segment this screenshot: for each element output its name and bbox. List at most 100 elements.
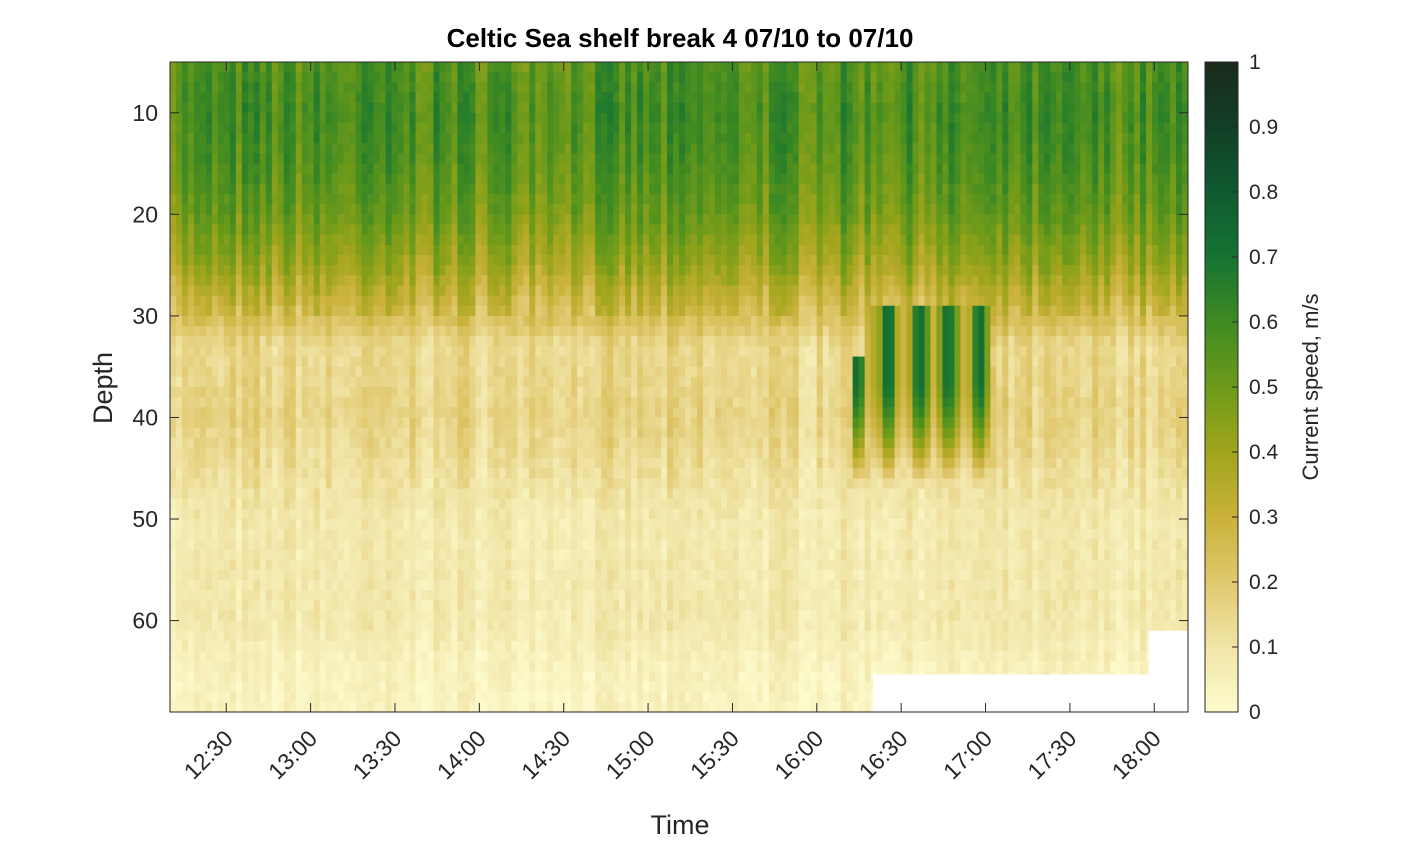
heatmap-cell: [499, 468, 506, 480]
heatmap-cell: [535, 478, 542, 490]
heatmap-cell: [457, 640, 465, 652]
heatmap-cell: [487, 519, 494, 530]
heatmap-cell: [523, 194, 530, 205]
heatmap-cell: [175, 579, 183, 591]
heatmap-cell: [475, 153, 482, 165]
heatmap-cell: [415, 244, 423, 256]
heatmap-cell: [331, 387, 339, 398]
heatmap-cell: [547, 590, 554, 601]
heatmap-cell: [619, 640, 626, 652]
heatmap-cell: [589, 671, 596, 683]
heatmap-cell: [469, 488, 476, 500]
heatmap-cell: [205, 478, 213, 490]
heatmap-cell: [277, 478, 285, 490]
heatmap-cell: [283, 671, 291, 683]
heatmap-cell: [170, 265, 177, 276]
heatmap-cell: [325, 468, 333, 480]
heatmap-cell: [487, 143, 494, 155]
heatmap-cell: [355, 356, 363, 368]
heatmap-cell: [343, 62, 351, 73]
heatmap-cell: [463, 102, 471, 114]
heatmap-cell: [541, 387, 548, 398]
heatmap-cell: [511, 681, 518, 693]
heatmap-cell: [367, 204, 375, 215]
heatmap-cell: [571, 681, 578, 693]
heatmap-cell: [403, 549, 411, 561]
heatmap-cell: [469, 529, 476, 540]
heatmap-cell: [175, 539, 183, 551]
heatmap-cell: [433, 366, 441, 378]
heatmap-cell: [565, 569, 572, 581]
heatmap-cell: [493, 478, 500, 490]
heatmap-cell: [337, 529, 345, 540]
heatmap-cell: [247, 681, 255, 693]
heatmap-cell: [229, 427, 237, 439]
heatmap-cell: [523, 407, 530, 419]
heatmap-cell: [193, 336, 201, 347]
heatmap-cell: [457, 427, 465, 439]
heatmap-cell: [235, 427, 243, 439]
heatmap-cell: [433, 356, 441, 368]
heatmap-cell: [187, 590, 195, 601]
heatmap-cell: [379, 539, 387, 551]
heatmap-cell: [457, 275, 465, 287]
heatmap-cell: [199, 569, 207, 581]
heatmap-cell: [325, 62, 333, 73]
heatmap-cell: [229, 610, 237, 622]
heatmap-cell: [499, 681, 506, 693]
heatmap-cell: [547, 356, 554, 368]
heatmap-cell: [259, 640, 267, 652]
heatmap-cell: [337, 336, 345, 347]
heatmap-cell: [619, 539, 626, 551]
heatmap-cell: [259, 92, 267, 104]
heatmap-cell: [319, 285, 327, 297]
heatmap-cell: [475, 549, 482, 561]
heatmap-cell: [307, 204, 315, 215]
heatmap-cell: [211, 651, 219, 662]
heatmap-cell: [451, 640, 459, 652]
heatmap-cell: [343, 204, 351, 215]
heatmap-cell: [205, 661, 213, 672]
heatmap-cell: [385, 600, 393, 612]
heatmap-cell: [499, 153, 506, 165]
heatmap-cell: [631, 315, 638, 327]
heatmap-cell: [463, 254, 471, 266]
heatmap-cell: [613, 326, 620, 337]
heatmap-cell: [325, 214, 333, 226]
heatmap-cell: [331, 701, 339, 712]
heatmap-cell: [601, 265, 608, 276]
heatmap-cell: [529, 671, 536, 683]
heatmap-cell: [601, 559, 608, 571]
heatmap-cell: [241, 671, 249, 683]
heatmap-cell: [433, 376, 441, 388]
heatmap-cell: [229, 122, 237, 134]
heatmap-cell: [193, 92, 201, 104]
heatmap-cell: [235, 397, 243, 408]
heatmap-cell: [385, 102, 393, 114]
heatmap-cell: [457, 356, 465, 368]
heatmap-cell: [415, 447, 423, 459]
heatmap-cell: [235, 549, 243, 561]
heatmap-cell: [349, 610, 357, 622]
heatmap-cell: [391, 519, 399, 530]
heatmap-cell: [583, 569, 590, 581]
heatmap-cell: [241, 610, 249, 622]
heatmap-cell: [193, 183, 201, 195]
heatmap-cell: [325, 681, 333, 693]
heatmap-cell: [535, 610, 542, 622]
heatmap-cell: [343, 498, 351, 510]
heatmap-cell: [193, 569, 201, 581]
heatmap-cell: [403, 630, 411, 642]
heatmap-cell: [577, 610, 584, 622]
heatmap-cell: [511, 315, 518, 327]
heatmap-cell: [259, 315, 267, 327]
heatmap-cell: [361, 122, 369, 134]
heatmap-cell: [577, 397, 584, 408]
heatmap-cell: [571, 458, 578, 469]
heatmap-cell: [403, 366, 411, 378]
heatmap-cell: [631, 356, 638, 368]
heatmap-cell: [427, 234, 435, 246]
heatmap-cell: [373, 315, 381, 327]
heatmap-cell: [355, 620, 363, 632]
heatmap-cell: [499, 285, 506, 297]
